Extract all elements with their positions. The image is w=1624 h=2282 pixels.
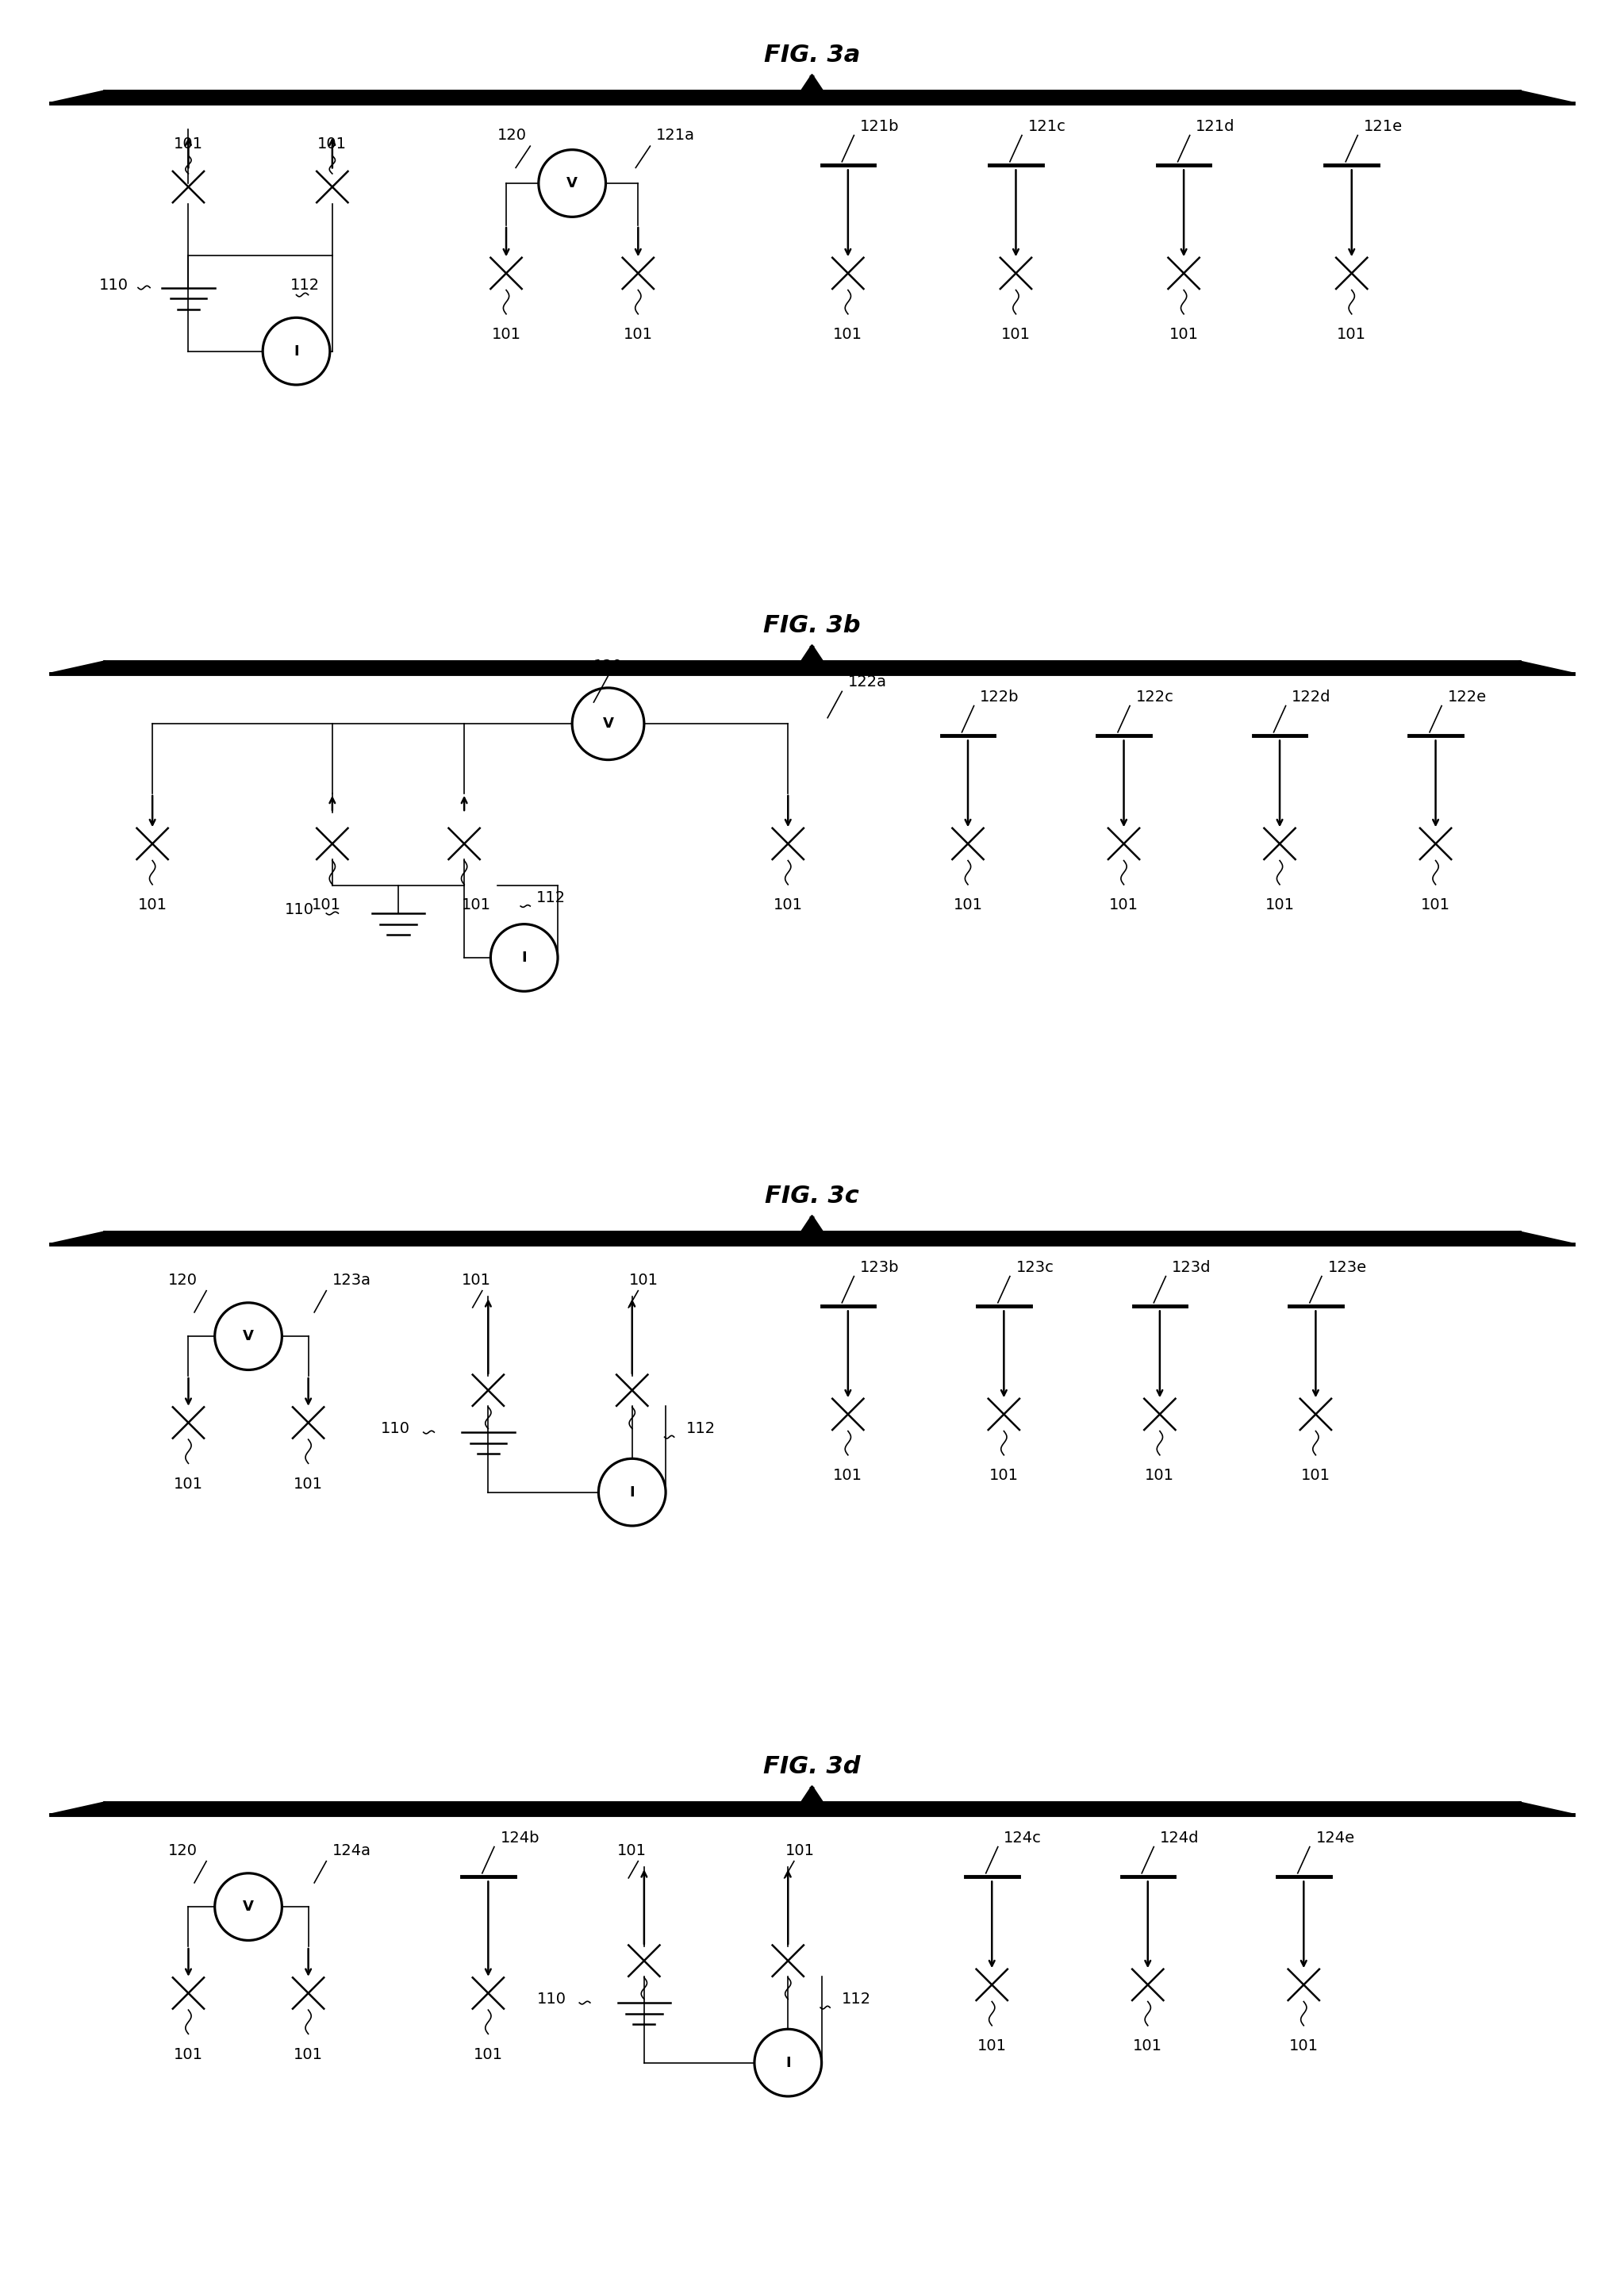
- Text: 120: 120: [497, 128, 526, 144]
- Text: 101: 101: [174, 1476, 203, 1492]
- Text: V: V: [244, 1899, 253, 1915]
- Text: 123d: 123d: [1173, 1260, 1212, 1276]
- Text: 101: 101: [492, 326, 521, 342]
- Text: 121a: 121a: [656, 128, 695, 144]
- Text: 121b: 121b: [861, 119, 900, 135]
- Text: 110: 110: [99, 278, 128, 292]
- Text: 101: 101: [294, 2047, 323, 2063]
- Text: 124c: 124c: [1004, 1830, 1043, 1846]
- Text: 110: 110: [538, 1992, 567, 2006]
- Text: FIG. 3b: FIG. 3b: [763, 614, 861, 637]
- Text: 124e: 124e: [1315, 1830, 1354, 1846]
- Text: 101: 101: [773, 897, 802, 913]
- Text: I: I: [630, 1486, 635, 1499]
- Text: 101: 101: [1301, 1467, 1330, 1483]
- Text: 101: 101: [953, 897, 983, 913]
- Text: 124b: 124b: [500, 1830, 539, 1846]
- Text: 101: 101: [630, 1273, 659, 1287]
- Text: 101: 101: [1002, 326, 1031, 342]
- Polygon shape: [50, 1789, 1574, 1814]
- Text: 124d: 124d: [1160, 1830, 1199, 1846]
- Text: I: I: [521, 952, 526, 965]
- Polygon shape: [50, 1789, 1574, 1814]
- Text: 101: 101: [617, 1844, 646, 1858]
- Text: 101: 101: [1145, 1467, 1174, 1483]
- Text: 124a: 124a: [333, 1844, 372, 1858]
- Text: 101: 101: [833, 326, 862, 342]
- Text: 121d: 121d: [1195, 119, 1234, 135]
- Polygon shape: [50, 648, 1574, 673]
- Polygon shape: [50, 1219, 1574, 1244]
- Text: 101: 101: [978, 2038, 1007, 2054]
- Text: 101: 101: [312, 897, 341, 913]
- Text: 101: 101: [318, 137, 348, 151]
- Text: 101: 101: [174, 2047, 203, 2063]
- Text: 120: 120: [593, 659, 622, 673]
- Text: 121e: 121e: [1364, 119, 1403, 135]
- Text: 101: 101: [1134, 2038, 1163, 2054]
- Text: 101: 101: [1421, 897, 1450, 913]
- Text: 101: 101: [1337, 326, 1366, 342]
- Text: FIG. 3a: FIG. 3a: [763, 43, 861, 66]
- Polygon shape: [50, 1219, 1574, 1244]
- Text: 120: 120: [167, 1273, 197, 1287]
- Text: 101: 101: [786, 1844, 815, 1858]
- Text: 101: 101: [474, 2047, 503, 2063]
- Text: 101: 101: [1289, 2038, 1319, 2054]
- Text: 122c: 122c: [1135, 689, 1174, 705]
- Text: FIG. 3d: FIG. 3d: [763, 1755, 861, 1778]
- Text: FIG. 3c: FIG. 3c: [765, 1184, 859, 1207]
- Text: 101: 101: [461, 897, 490, 913]
- Text: I: I: [786, 2056, 791, 2070]
- Text: 101: 101: [294, 1476, 323, 1492]
- Text: V: V: [603, 717, 614, 730]
- Polygon shape: [50, 78, 1574, 103]
- Text: 122d: 122d: [1291, 689, 1332, 705]
- Text: 123b: 123b: [861, 1260, 900, 1276]
- Text: 123a: 123a: [333, 1273, 372, 1287]
- Text: 101: 101: [989, 1467, 1018, 1483]
- Text: 110: 110: [382, 1422, 411, 1435]
- Text: 101: 101: [833, 1467, 862, 1483]
- Text: 101: 101: [461, 1273, 490, 1287]
- Text: 120: 120: [167, 1844, 197, 1858]
- Text: 122a: 122a: [848, 673, 887, 689]
- Polygon shape: [50, 648, 1574, 673]
- Text: I: I: [294, 345, 299, 358]
- Text: 101: 101: [174, 137, 203, 151]
- Text: 123e: 123e: [1328, 1260, 1367, 1276]
- Text: 110: 110: [284, 901, 315, 917]
- Text: 101: 101: [1169, 326, 1199, 342]
- Text: V: V: [244, 1328, 253, 1344]
- Text: 123c: 123c: [1017, 1260, 1054, 1276]
- Text: 121c: 121c: [1028, 119, 1065, 135]
- Text: V: V: [567, 176, 578, 189]
- Text: 101: 101: [624, 326, 653, 342]
- Text: 101: 101: [138, 897, 167, 913]
- Text: 122b: 122b: [979, 689, 1020, 705]
- Text: 101: 101: [1109, 897, 1138, 913]
- Text: 112: 112: [685, 1422, 716, 1435]
- Text: 101: 101: [1265, 897, 1294, 913]
- Polygon shape: [50, 78, 1574, 103]
- Text: 112: 112: [841, 1992, 872, 2006]
- Text: 112: 112: [291, 278, 320, 292]
- Text: 112: 112: [536, 890, 565, 906]
- Text: 122e: 122e: [1447, 689, 1486, 705]
